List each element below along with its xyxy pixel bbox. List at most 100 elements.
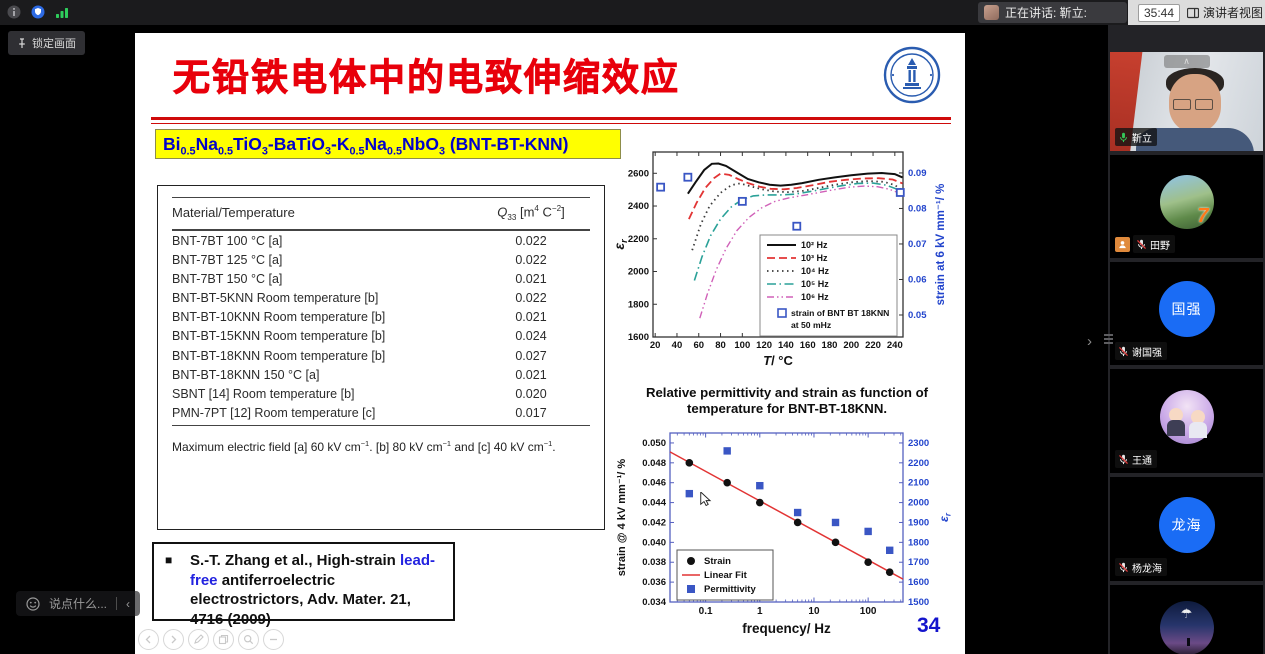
chat-quick-bar: 说点什么... ‹ <box>16 591 141 616</box>
svg-text:1500: 1500 <box>908 597 929 608</box>
presentation-toolbar <box>135 629 335 654</box>
mic-muted-icon <box>1137 239 1146 249</box>
citation-box: ■ S.-T. Zhang et al., High-strain lead-f… <box>152 542 455 628</box>
previous-slide-button[interactable] <box>137 629 159 650</box>
participant-tile[interactable]: ☂∨ <box>1110 585 1263 654</box>
q33-value-cell: 0.022 <box>515 233 547 248</box>
svg-text:10⁵ Hz: 10⁵ Hz <box>801 279 829 289</box>
presentation-slide: 无铅铁电体中的电致伸缩效应 Bi0.5Na0.5TiO3-BaTiO3-K0.5… <box>135 33 965 654</box>
svg-text:10⁶ Hz: 10⁶ Hz <box>801 292 829 302</box>
sidebar-collapse-handle[interactable]: › <box>1087 333 1092 350</box>
annotate-pen-button[interactable] <box>187 629 209 650</box>
copy-slides-button[interactable] <box>212 629 234 650</box>
svg-text:0.09: 0.09 <box>908 168 927 179</box>
material-cell: BNT-7BT 100 °C [a] <box>172 233 283 248</box>
table-row: BNT-BT-5KNN Room temperature [b] 0.022 <box>172 288 590 307</box>
svg-text:160: 160 <box>800 340 816 351</box>
participant-tile[interactable]: ∧ 靳立 <box>1110 52 1263 151</box>
svg-text:1800: 1800 <box>628 299 649 310</box>
participant-tile[interactable]: 王通 <box>1110 369 1263 473</box>
svg-text:0.042: 0.042 <box>642 517 666 528</box>
q33-value-cell: 0.017 <box>472 403 590 427</box>
meeting-timer: 35:44 <box>1138 3 1181 22</box>
svg-text:0.040: 0.040 <box>642 537 666 548</box>
svg-text:80: 80 <box>715 340 726 351</box>
material-cell: BNT-BT-10KNN Room temperature [b] <box>172 310 386 325</box>
mic-muted-icon <box>1119 562 1128 572</box>
material-cell: BNT-7BT 150 °C [a] <box>172 271 283 286</box>
svg-text:0.038: 0.038 <box>642 557 666 568</box>
pin-icon <box>19 37 25 48</box>
q33-table-box: Material/Temperature Q33 [m4 C−2] BNT-7B… <box>157 185 605 530</box>
participant-name: 田野 <box>1150 240 1170 252</box>
participant-avatar <box>1159 175 1214 230</box>
svg-text:1600: 1600 <box>628 332 649 343</box>
table-row: BNT-BT-18KNN Room temperature [b] 0.027 <box>172 346 590 365</box>
table-row: BNT-BT-10KNN Room temperature [b] 0.021 <box>172 308 590 327</box>
svg-text:0.05: 0.05 <box>908 310 927 321</box>
svg-text:180: 180 <box>822 340 838 351</box>
material-cell: PMN-7PT [12] Room temperature [c] <box>172 403 472 427</box>
title-divider <box>151 117 951 124</box>
table-row: PMN-7PT [12] Room temperature [c] 0.017 <box>172 403 590 427</box>
svg-text:0.08: 0.08 <box>908 203 927 214</box>
info-icon[interactable] <box>7 5 21 19</box>
meeting-top-bar: 正在讲话: 靳立: <box>0 0 1265 25</box>
material-cell: SBNT [14] Room temperature [b] <box>172 387 355 402</box>
svg-text:220: 220 <box>865 340 881 351</box>
participant-tile[interactable]: 国强 谢国强 <box>1110 262 1263 365</box>
svg-text:Permittivity: Permittivity <box>704 584 756 595</box>
q33-table-body: BNT-7BT 100 °C [a] 0.022 BNT-7BT 125 °C [a… <box>172 230 590 427</box>
svg-text:10³ Hz: 10³ Hz <box>801 253 828 263</box>
q33-value-cell: 0.022 <box>515 252 547 267</box>
participant-tile[interactable]: 龙海杨龙海 <box>1110 477 1263 581</box>
svg-text:2000: 2000 <box>908 498 929 509</box>
speaker-view-button[interactable]: 演讲者视图 <box>1187 4 1263 21</box>
chevron-up-icon[interactable]: ∧ <box>1163 55 1210 68</box>
table-row: BNT-BT-18KNN 150 °C [a] 0.021 <box>172 365 590 384</box>
svg-text:0.046: 0.046 <box>642 478 666 489</box>
emoji-icon[interactable] <box>26 596 40 611</box>
svg-text:2100: 2100 <box>908 478 929 489</box>
shield-icon[interactable] <box>31 5 45 19</box>
participant-name: 杨龙海 <box>1132 563 1162 575</box>
divider <box>116 597 118 610</box>
participant-tile[interactable]: 田野 <box>1110 155 1263 258</box>
svg-text:1900: 1900 <box>908 517 929 528</box>
svg-text:strain of BNT BT 18KNN: strain of BNT BT 18KNN <box>791 308 889 318</box>
table-footnote: Maximum electric field [a] 60 kV cm−1. [… <box>172 439 556 455</box>
chat-collapse-arrow[interactable]: ‹ <box>126 596 131 611</box>
material-cell: BNT-BT-18KNN 150 °C [a] <box>172 367 320 382</box>
participant-name: 谢国强 <box>1132 347 1162 359</box>
svg-text:1800: 1800 <box>908 537 929 548</box>
svg-text:0.1: 0.1 <box>699 606 713 617</box>
svg-text:0.036: 0.036 <box>642 577 666 588</box>
meeting-timer-strip: 35:44 演讲者视图 <box>1128 0 1265 25</box>
svg-text:240: 240 <box>887 340 903 351</box>
network-signal-icon[interactable] <box>55 6 69 19</box>
zoom-button[interactable] <box>237 629 259 650</box>
svg-text:0.044: 0.044 <box>642 498 666 509</box>
svg-text:strain @ 4 kV mm⁻¹/ %: strain @ 4 kV mm⁻¹/ % <box>616 459 628 577</box>
strain-frequency-chart: 0.1 1 10 100 0.034 0.036 0.038 0.040 0.042 0.044 0… <box>616 432 952 636</box>
status-icons <box>7 5 69 19</box>
table-header-material: Material/Temperature <box>172 196 472 231</box>
next-slide-button[interactable] <box>162 629 184 650</box>
composition-formula: Bi0.5Na0.5TiO3-BaTiO3-K0.5Na0.5NbO3 (BNT… <box>155 129 621 159</box>
q33-value-cell: 0.021 <box>515 367 547 382</box>
speaking-indicator: 正在讲话: 靳立: <box>978 2 1128 23</box>
slide-title: 无铅铁电体中的电致伸缩效应 <box>173 57 680 99</box>
participant-avatar: 龙海 <box>1158 496 1215 553</box>
chat-input[interactable]: 说点什么... <box>49 597 108 611</box>
svg-text:Strain: Strain <box>704 556 731 567</box>
pin-view-button[interactable]: 锁定画面 <box>8 31 85 55</box>
svg-text:2300: 2300 <box>908 438 929 449</box>
minimize-toolbar-button[interactable] <box>262 629 284 650</box>
material-cell: BNT-BT-15KNN Room temperature [b] <box>172 329 386 344</box>
sidebar-resize-grip[interactable] <box>1104 334 1113 344</box>
svg-text:T/ °C: T/ °C <box>763 353 793 368</box>
slide-page-number: 34 <box>917 614 941 637</box>
svg-text:200: 200 <box>843 340 859 351</box>
q33-value-cell: 0.021 <box>515 271 547 286</box>
svg-text:frequency/ Hz: frequency/ Hz <box>742 621 831 636</box>
